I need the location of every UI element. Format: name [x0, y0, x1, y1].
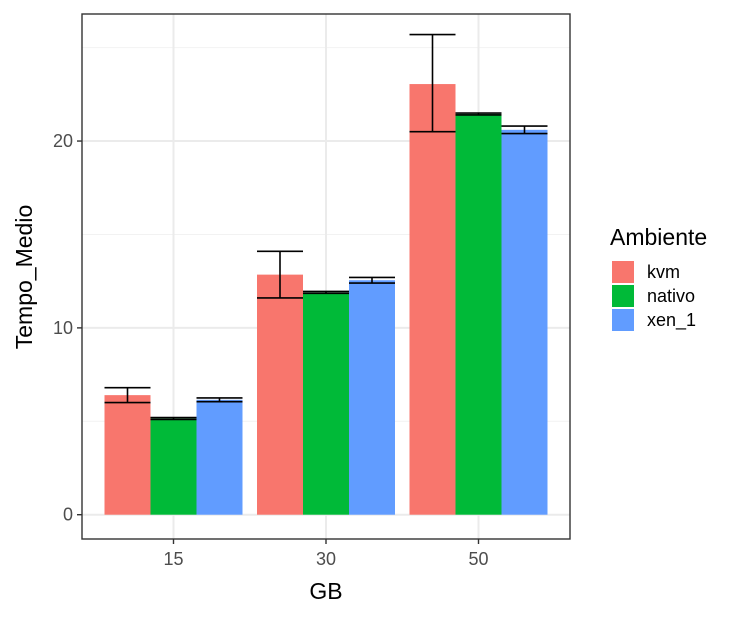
legend-label-kvm: kvm [647, 262, 680, 282]
legend-label-xen_1: xen_1 [647, 310, 696, 331]
bar-kvm-15 [104, 395, 151, 515]
bar-kvm-30 [257, 274, 303, 515]
x-axis: 15 30 50 [163, 539, 489, 569]
errorbar-nativo-15 [150, 416, 197, 421]
errorbar-xen_1-15 [196, 397, 243, 403]
legend-key-kvm [612, 261, 634, 283]
bar-kvm-50 [409, 84, 456, 515]
legend: Ambiente kvm nativo xen_1 [610, 224, 707, 331]
legend-label-nativo: nativo [647, 286, 695, 306]
bar-xen_1-30 [349, 280, 395, 515]
legend-title: Ambiente [610, 224, 707, 250]
errorbar-kvm-30 [257, 250, 303, 299]
errorbar-nativo-50 [455, 112, 502, 116]
errorbar-nativo-30 [303, 290, 349, 295]
x-tick-label: 30 [316, 549, 336, 569]
errorbar-kvm-15 [104, 386, 151, 404]
legend-key-xen_1 [612, 309, 634, 331]
error-bars [104, 33, 548, 421]
bar-nativo-30 [303, 292, 349, 515]
x-tick-label: 15 [163, 549, 183, 569]
y-tick-label: 10 [53, 318, 73, 338]
errorbar-xen_1-30 [349, 276, 395, 284]
bar-xen_1-50 [501, 129, 548, 515]
bar-nativo-15 [150, 418, 197, 515]
errorbar-xen_1-50 [501, 125, 548, 135]
errorbar-kvm-50 [409, 33, 456, 133]
bar-xen_1-15 [196, 399, 243, 515]
x-tick-label: 50 [468, 549, 488, 569]
y-axis: 0 10 20 [53, 131, 82, 525]
y-axis-title: Tempo_Medio [11, 205, 37, 349]
y-tick-label: 0 [63, 505, 73, 525]
bar-nativo-50 [455, 113, 502, 515]
y-tick-label: 20 [53, 131, 73, 151]
legend-key-nativo [612, 285, 634, 307]
x-axis-title: GB [309, 578, 342, 604]
bars [104, 84, 548, 515]
